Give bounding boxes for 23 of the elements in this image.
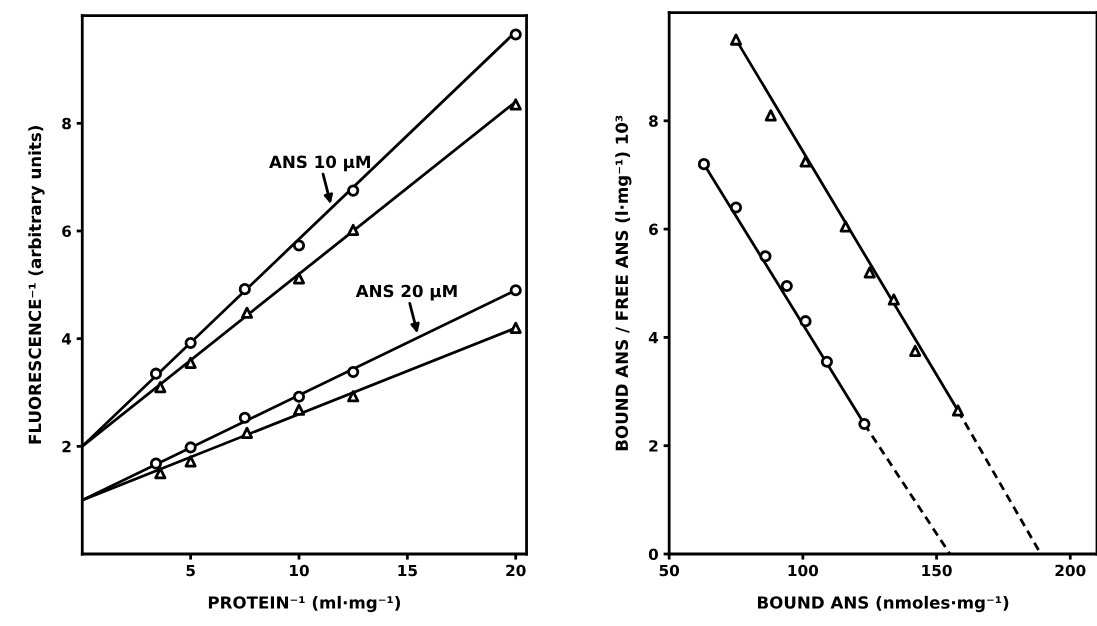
y-axis-title: FLUORESCENCE⁻¹ (arbitrary units)	[28, 126, 45, 444]
x-tick-label: 50	[659, 564, 680, 577]
y-tick-label: 4	[648, 332, 659, 344]
y-axis-title: BOUND ANS / FREE ANS (l·mg⁻¹) 10³	[615, 115, 632, 451]
x-tick-label: 200	[1055, 564, 1086, 577]
x-tick-label: 150	[922, 564, 952, 577]
x-tick-label: 100	[788, 564, 819, 577]
annotation: ANS 20 μM	[355, 284, 457, 301]
y-tick-label: 8	[62, 117, 71, 130]
y-tick-label: 0	[648, 548, 659, 561]
x-axis-title: PROTEIN⁻¹ (ml·mg⁻¹)	[208, 595, 401, 613]
y-tick-label: 2	[649, 440, 658, 452]
x-tick-label: 15	[398, 564, 417, 577]
y-tick-label: 4	[61, 333, 72, 345]
annotation: ANS 10 μM	[269, 155, 370, 172]
y-tick-label: 6	[649, 223, 658, 236]
y-tick-label: 8	[649, 115, 658, 127]
x-tick-label: 10	[290, 564, 309, 577]
x-tick-label: 5	[186, 564, 195, 577]
x-tick-label: 20	[506, 564, 526, 577]
y-tick-label: 6	[62, 225, 72, 238]
y-tick-label: 2	[62, 440, 71, 453]
x-axis-title: BOUND ANS (nmoles·mg⁻¹)	[758, 595, 1009, 613]
